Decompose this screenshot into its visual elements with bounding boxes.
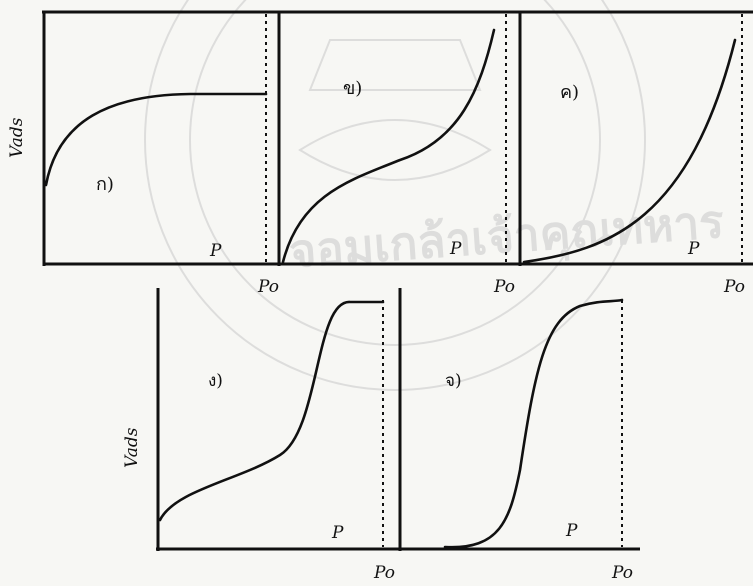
watermark-text: จอมเกล้าเจ้าคุณทหาร bbox=[287, 194, 726, 280]
panel-c-po-label: Po bbox=[723, 277, 745, 297]
watermark-crown bbox=[308, 39, 482, 91]
panel-b-x-label: P bbox=[449, 239, 462, 259]
panel-e-isotherm-curve bbox=[443, 298, 624, 549]
panel-b-label: ข) bbox=[343, 78, 362, 99]
bottom-row-frame bbox=[156, 288, 640, 551]
watermark-inner-ring bbox=[189, 0, 601, 346]
panel-d: ง) Vads P Po bbox=[122, 300, 395, 583]
panel-b-po-label: Po bbox=[493, 277, 515, 297]
panel-c: ค) P Po bbox=[522, 14, 745, 297]
panel-d-isotherm-curve bbox=[158, 300, 385, 522]
panel-d-po-label: Po bbox=[373, 563, 395, 583]
panel-e-po-label: Po bbox=[611, 563, 633, 583]
panel-d-x-label: P bbox=[331, 523, 344, 543]
panel-a: ก) Vads P Po bbox=[7, 14, 279, 297]
watermark-seal: จอมเกล้าเจ้าคุณทหาร bbox=[144, 0, 726, 391]
panel-e: จ) P Po bbox=[443, 298, 633, 583]
panel-e-label: จ) bbox=[445, 371, 462, 391]
top-row-frame bbox=[42, 10, 753, 266]
panel-b-isotherm-curve bbox=[281, 28, 496, 264]
panel-a-x-label: P bbox=[209, 241, 222, 261]
panel-a-isotherm-curve bbox=[44, 92, 268, 187]
panel-a-y-label: Vads bbox=[7, 117, 27, 158]
panel-c-x-label: P bbox=[687, 239, 700, 259]
panel-c-isotherm-curve bbox=[522, 38, 737, 264]
panel-d-y-label: Vads bbox=[122, 427, 142, 468]
panel-c-label: ค) bbox=[560, 82, 579, 103]
panel-a-label: ก) bbox=[96, 174, 114, 195]
panel-b: ข) P Po bbox=[281, 14, 515, 297]
panel-e-x-label: P bbox=[565, 521, 578, 541]
panel-a-po-label: Po bbox=[257, 277, 279, 297]
watermark-outer-ring bbox=[144, 0, 646, 391]
panel-d-label: ง) bbox=[208, 371, 223, 391]
watermark-emblem bbox=[298, 119, 492, 181]
